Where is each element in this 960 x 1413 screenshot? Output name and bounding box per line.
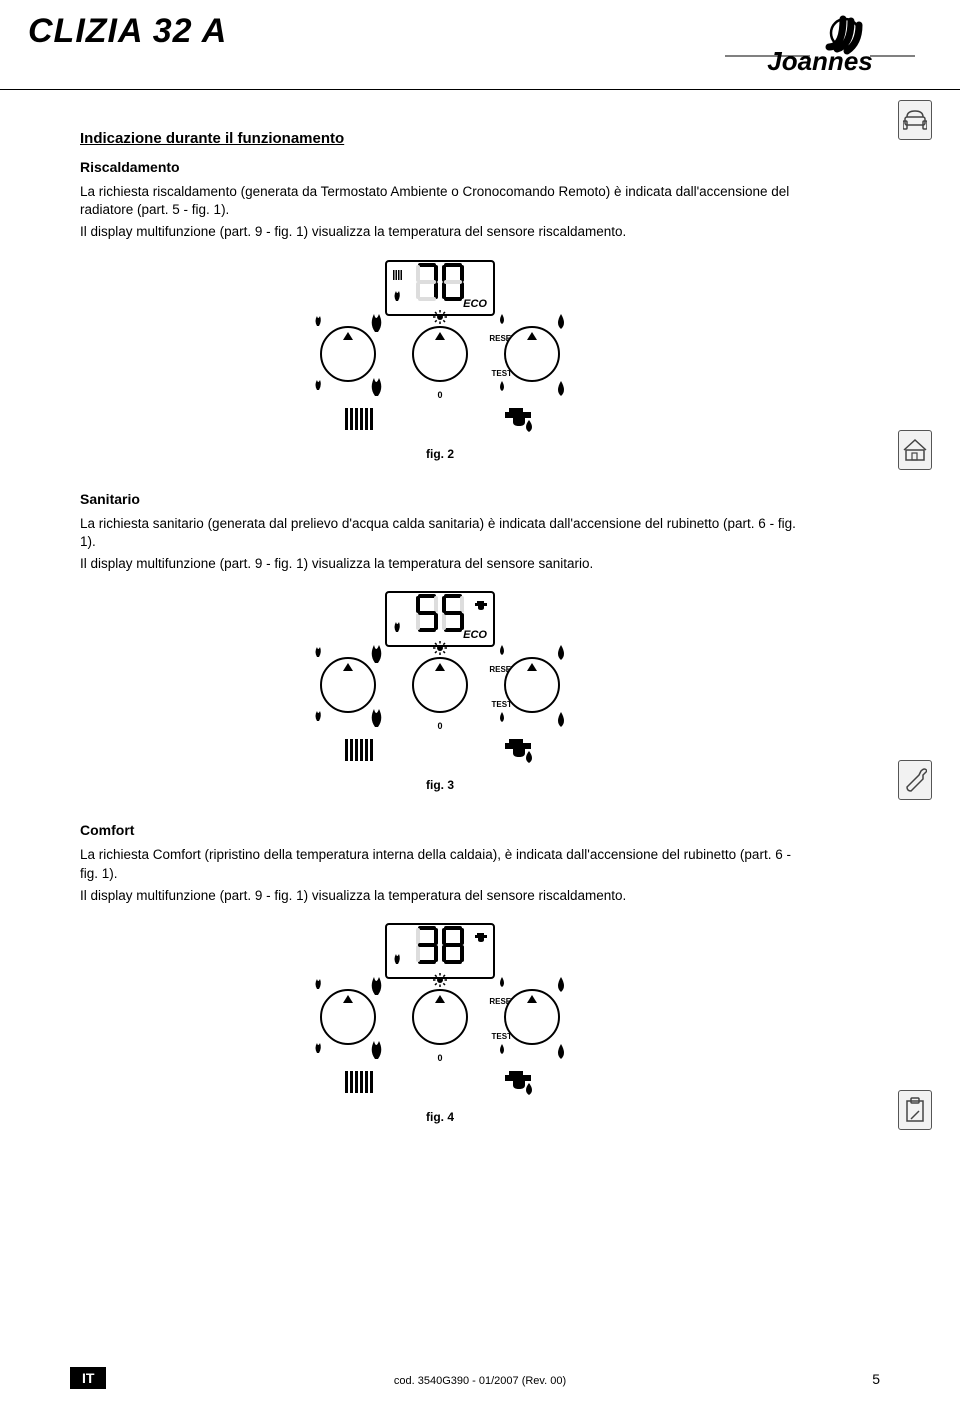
subsection-title: Sanitario bbox=[80, 491, 800, 507]
dial-mode-knob bbox=[412, 989, 468, 1045]
flame-icon bbox=[393, 620, 401, 639]
tap-icon bbox=[505, 1071, 535, 1102]
body-text-2: Il display multifunzione (part. 9 - fig.… bbox=[80, 887, 800, 905]
tab-wrench-icon bbox=[898, 760, 932, 800]
dial-heating-knob bbox=[320, 989, 376, 1045]
dial-dhw-knob bbox=[504, 989, 560, 1045]
dial-mode: 0 RESET TEST bbox=[404, 657, 476, 713]
dial-heating bbox=[312, 989, 384, 1045]
dial-dhw-knob bbox=[504, 326, 560, 382]
control-panel: ECO 0 RESET TEST bbox=[290, 260, 590, 439]
section-sanitario: Sanitario La richiesta sanitario (genera… bbox=[80, 491, 800, 793]
dial-heating bbox=[312, 657, 384, 713]
zero-label: 0 bbox=[437, 721, 442, 731]
tab-sofa-icon bbox=[898, 100, 932, 140]
lcd-display: ECO bbox=[385, 591, 495, 647]
side-tabs bbox=[898, 100, 948, 1130]
flame-small-icon bbox=[314, 645, 322, 659]
radiator-icon bbox=[345, 739, 373, 770]
tap-icon bbox=[505, 408, 535, 439]
footer-page-number: 5 bbox=[872, 1371, 880, 1387]
drop-small-icon bbox=[498, 977, 506, 988]
drop-big-icon bbox=[556, 977, 566, 992]
drop-big-icon bbox=[556, 314, 566, 329]
product-title: CLIZIA 32 A bbox=[28, 12, 227, 51]
dial-dhw bbox=[496, 657, 568, 713]
zero-label: 0 bbox=[437, 1053, 442, 1063]
brand-text: Joannes bbox=[767, 46, 873, 76]
tab-clipboard-icon bbox=[898, 1090, 932, 1130]
zero-label: 0 bbox=[437, 390, 442, 400]
body-text-1: La richiesta Comfort (ripristino della t… bbox=[80, 846, 800, 882]
eco-label: ECO bbox=[463, 298, 487, 310]
footer-code: cod. 3540G390 - 01/2007 (Rev. 00) bbox=[394, 1375, 566, 1387]
radiator-icon bbox=[345, 1071, 373, 1102]
figure-caption: fig. 3 bbox=[80, 778, 800, 792]
dial-mode: 0 RESET TEST bbox=[404, 989, 476, 1045]
dial-dhw bbox=[496, 326, 568, 382]
drop-small-icon bbox=[498, 314, 506, 325]
main-content: Indicazione durante il funzionamento Ris… bbox=[80, 130, 800, 1154]
dial-mode: 0 RESET TEST bbox=[404, 326, 476, 382]
drop-big-icon bbox=[556, 645, 566, 660]
flame-icon bbox=[393, 952, 401, 971]
flame-big-icon bbox=[370, 645, 382, 663]
body-text-2: Il display multifunzione (part. 9 - fig.… bbox=[80, 223, 800, 241]
drop-small-icon bbox=[498, 645, 506, 656]
section-comfort: Comfort La richiesta Comfort (ripristino… bbox=[80, 822, 800, 1124]
dial-mode-knob bbox=[412, 657, 468, 713]
page-footer: IT cod. 3540G390 - 01/2007 (Rev. 00) 5 bbox=[0, 1355, 960, 1395]
section-riscaldamento: Riscaldamento La richiesta riscaldamento… bbox=[80, 159, 800, 461]
display-value bbox=[415, 593, 469, 639]
flame-big-icon bbox=[370, 977, 382, 995]
flame-big-icon bbox=[370, 314, 382, 332]
flame-small-icon bbox=[314, 977, 322, 991]
dial-dhw bbox=[496, 989, 568, 1045]
figure-caption: fig. 4 bbox=[80, 1110, 800, 1124]
body-text-1: La richiesta sanitario (generata dal pre… bbox=[80, 515, 800, 551]
dial-heating-knob bbox=[320, 326, 376, 382]
tab-house-icon bbox=[898, 430, 932, 470]
figure: 0 RESET TEST fig. 4 bbox=[80, 923, 800, 1124]
brand-logo: Joannes bbox=[720, 10, 920, 80]
main-section-title: Indicazione durante il funzionamento bbox=[80, 130, 800, 147]
flame-small-icon bbox=[314, 314, 322, 328]
dial-mode-knob bbox=[412, 326, 468, 382]
tap-icon bbox=[505, 739, 535, 770]
figure: ECO 0 RESET TEST fig. 2 bbox=[80, 260, 800, 461]
dial-heating-knob bbox=[320, 657, 376, 713]
eco-label: ECO bbox=[463, 629, 487, 641]
lcd-display bbox=[385, 923, 495, 979]
dial-heating bbox=[312, 326, 384, 382]
lang-badge: IT bbox=[70, 1367, 106, 1389]
body-text-1: La richiesta riscaldamento (generata da … bbox=[80, 183, 800, 219]
control-panel: 0 RESET TEST bbox=[290, 923, 590, 1102]
flame-icon bbox=[393, 289, 401, 308]
display-value bbox=[415, 262, 469, 308]
figure: ECO 0 RESET TEST fig. 3 bbox=[80, 591, 800, 792]
figure-caption: fig. 2 bbox=[80, 447, 800, 461]
page-header: CLIZIA 32 A Joannes bbox=[0, 0, 960, 90]
radiator-icon bbox=[345, 408, 373, 439]
body-text-2: Il display multifunzione (part. 9 - fig.… bbox=[80, 555, 800, 573]
subsection-title: Comfort bbox=[80, 822, 800, 838]
subsection-title: Riscaldamento bbox=[80, 159, 800, 175]
lcd-display: ECO bbox=[385, 260, 495, 316]
dial-dhw-knob bbox=[504, 657, 560, 713]
control-panel: ECO 0 RESET TEST bbox=[290, 591, 590, 770]
display-value bbox=[415, 925, 469, 971]
